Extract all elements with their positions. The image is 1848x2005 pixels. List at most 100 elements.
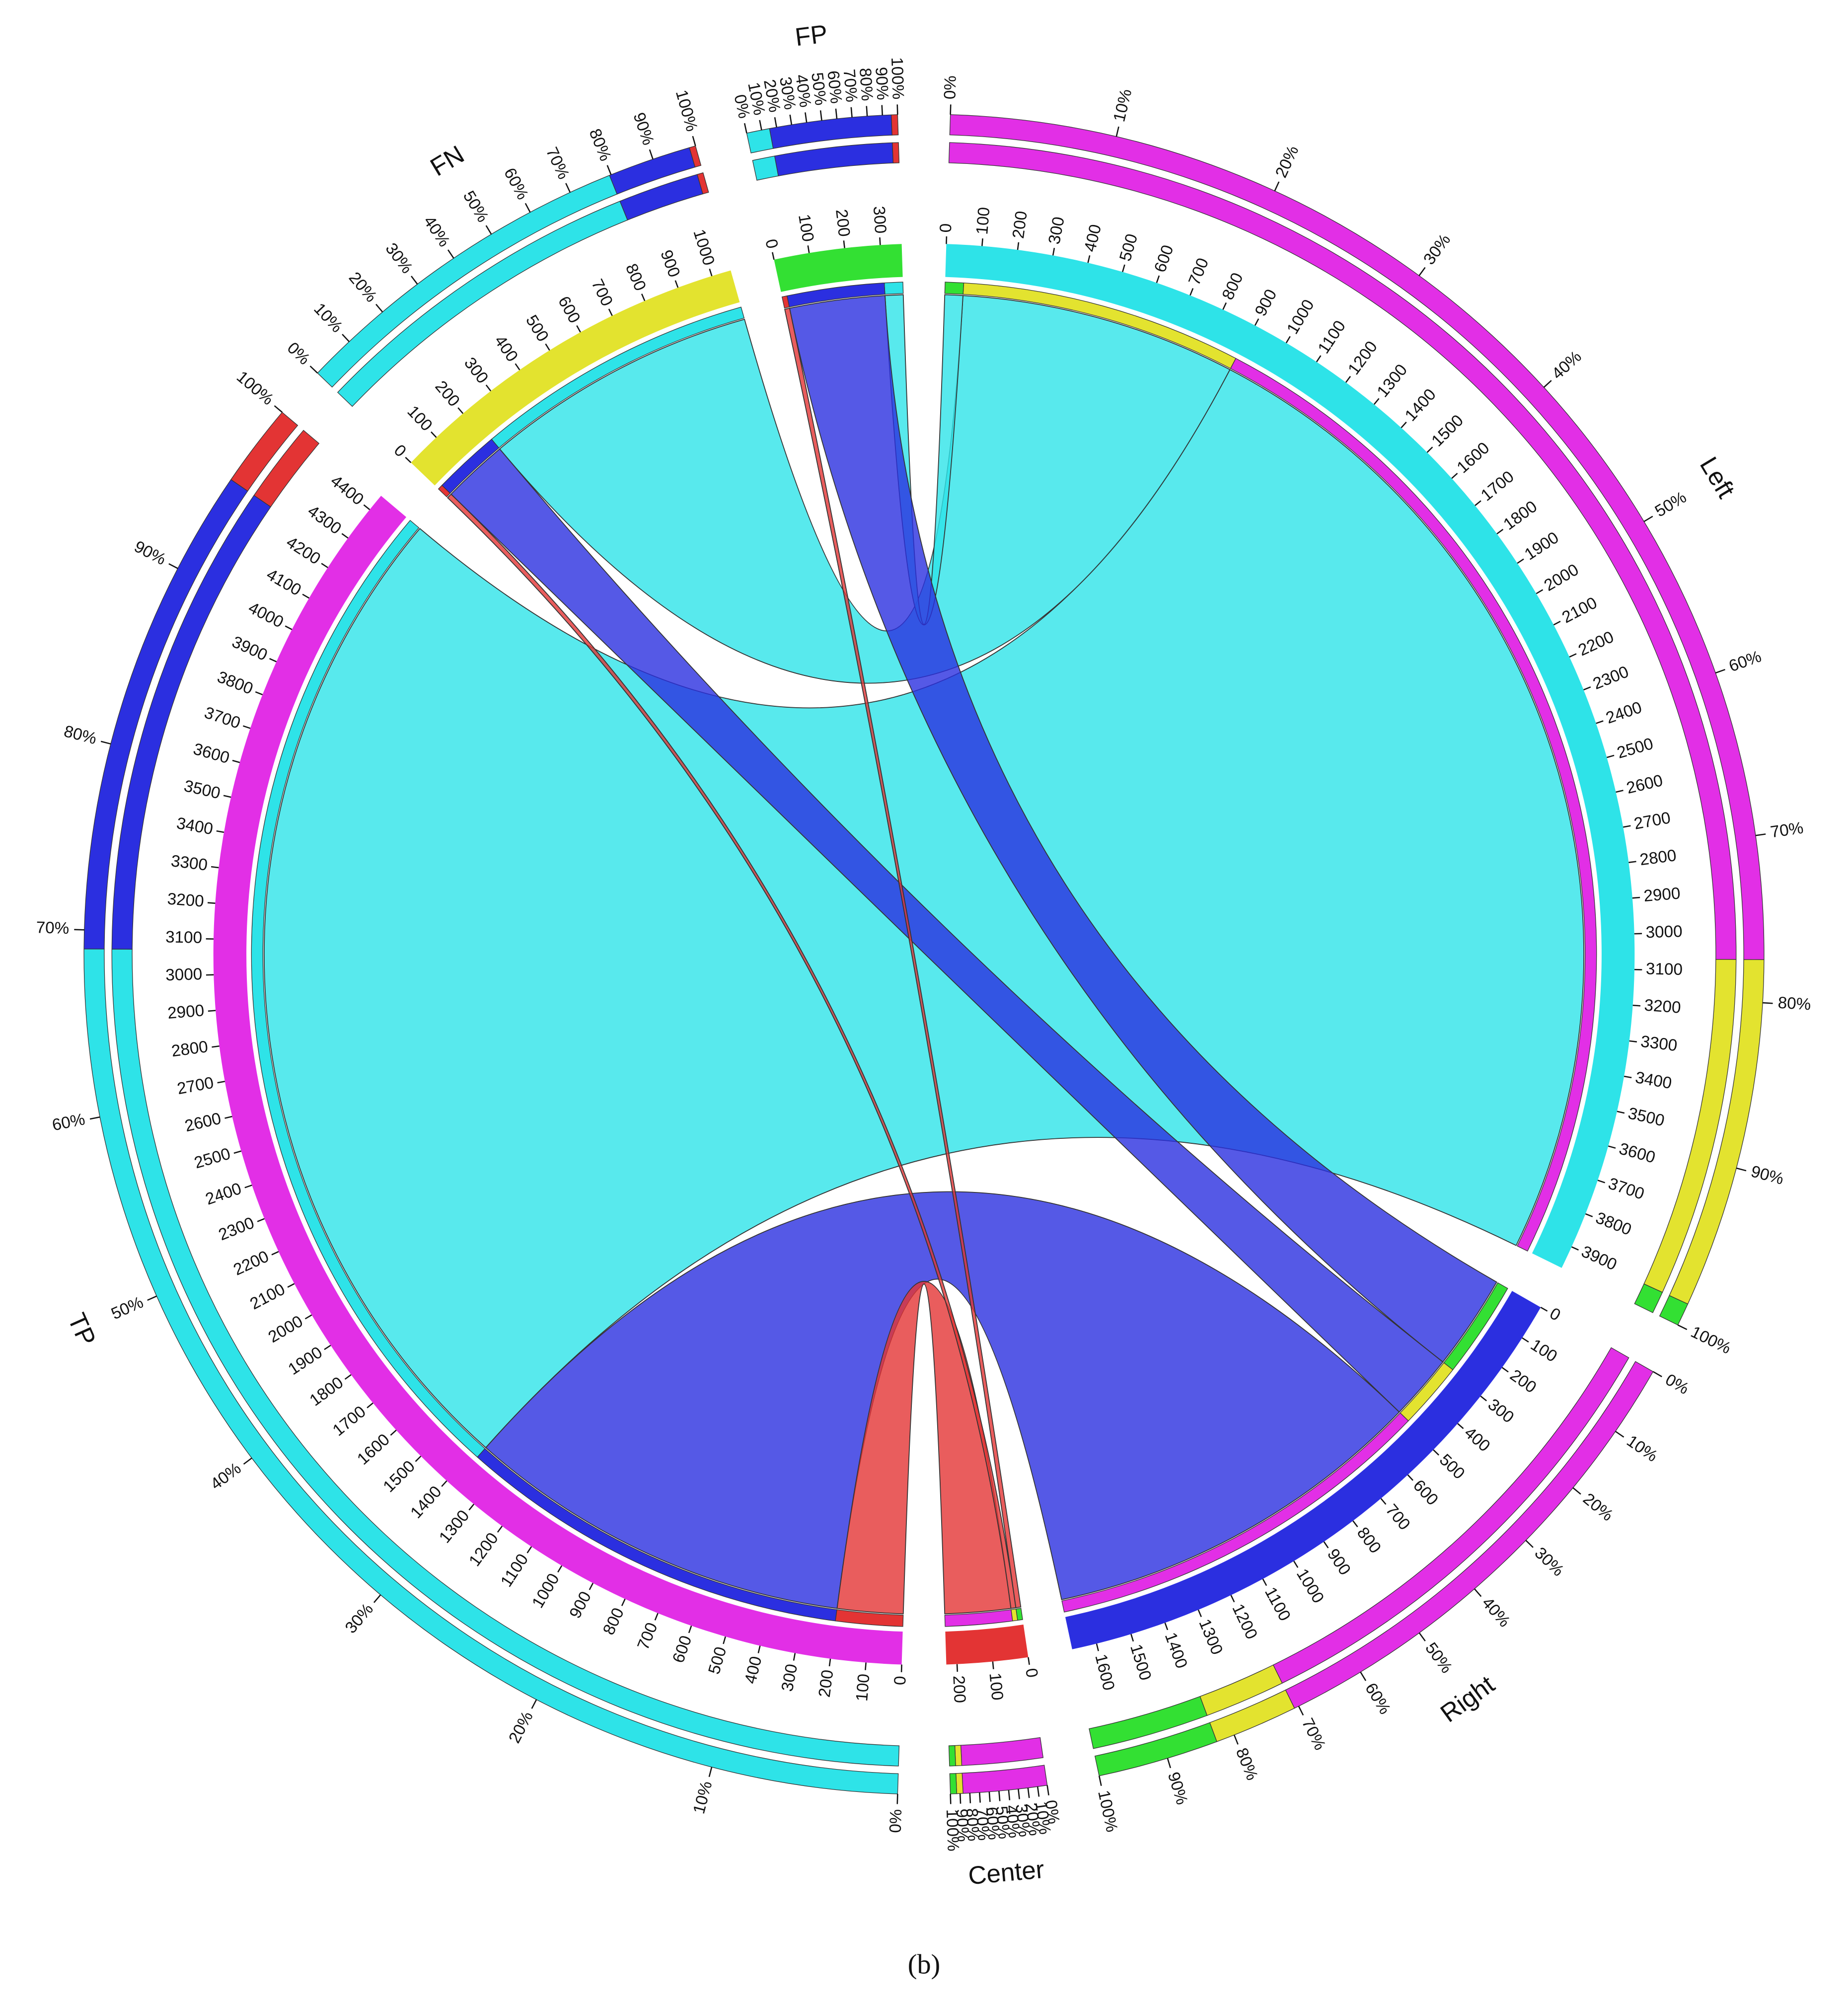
tick-label: 100 — [985, 1672, 1006, 1701]
tick-label: 600 — [1151, 243, 1177, 275]
tick-label: 3900 — [229, 633, 270, 665]
percent-tick-mark — [1233, 1734, 1239, 1745]
percent-tick-mark — [1360, 1671, 1367, 1681]
tick-mark — [1571, 1246, 1579, 1251]
tick-label: 4200 — [283, 533, 324, 568]
percent-tick-mark — [649, 149, 654, 159]
tick-label: 1700 — [1478, 467, 1518, 505]
percent-tick-label: 100% — [943, 1809, 962, 1852]
tick-mark — [1624, 1075, 1632, 1078]
tick-label: 3600 — [1617, 1139, 1657, 1167]
tick-mark — [232, 759, 240, 763]
tick-mark — [557, 1565, 563, 1573]
tick-label: 800 — [599, 1605, 628, 1638]
tick-label: 1900 — [285, 1343, 326, 1379]
percent-tick-mark — [819, 110, 822, 121]
percent-tick-mark — [531, 1699, 537, 1709]
tick-label: 200 — [815, 1669, 837, 1699]
percent-tick-label: 40% — [207, 1459, 244, 1493]
tick-label: 4100 — [263, 565, 304, 599]
tick-label: 3800 — [1593, 1209, 1634, 1239]
tick-mark — [1457, 1423, 1464, 1429]
tick-mark — [1122, 264, 1125, 272]
tick-mark — [242, 725, 251, 729]
tick-label: 2300 — [216, 1214, 257, 1245]
percent-tick-label: 90% — [1749, 1162, 1786, 1188]
tick-mark — [1553, 620, 1561, 626]
tick-label: 3900 — [1579, 1243, 1620, 1274]
tick-label: 3500 — [1626, 1104, 1666, 1130]
tick-mark — [1189, 288, 1194, 296]
tick-mark — [1607, 754, 1615, 758]
percent-tick-label: 30% — [1531, 1544, 1567, 1580]
source-sub-band — [1061, 1412, 1409, 1613]
percent-tick-mark — [375, 303, 383, 313]
tick-mark — [1407, 1474, 1413, 1481]
percent-tick-mark — [447, 249, 454, 259]
percent-tick-label: 100% — [233, 368, 277, 409]
percent-tick-label: 40% — [1002, 1804, 1024, 1839]
tick-mark — [405, 456, 412, 463]
percent-tick-label: 40% — [420, 213, 453, 250]
percent-tick-label: 0% — [887, 1809, 905, 1833]
tick-mark — [224, 1115, 232, 1119]
tick-mark — [1096, 1643, 1099, 1651]
percent-tick-label: 30% — [1420, 231, 1454, 269]
percent-ring — [1094, 1722, 1217, 1777]
tick-label: 0 — [1022, 1667, 1041, 1679]
tick-label: 0 — [937, 223, 956, 233]
tick-label: 100 — [973, 207, 993, 235]
tick-label: 300 — [460, 354, 492, 387]
percent-tick-label: 50% — [992, 1805, 1013, 1840]
percent-tick-mark — [896, 104, 898, 115]
tick-mark — [1197, 1609, 1202, 1617]
tick-mark — [1583, 686, 1591, 691]
tick-mark — [344, 1374, 352, 1380]
percent-tick-mark — [89, 1116, 100, 1120]
target-sub-band — [884, 282, 904, 295]
percent-tick-mark — [274, 405, 283, 413]
percent-tick-mark — [1418, 1632, 1426, 1641]
tick-label: 1000 — [528, 1570, 563, 1611]
tick-label: 1400 — [1161, 1630, 1191, 1671]
node-label: Left — [1695, 452, 1741, 503]
tick-mark — [674, 280, 679, 288]
tick-label: 900 — [657, 248, 683, 280]
tick-mark — [1230, 1595, 1235, 1603]
tick-mark — [257, 1218, 265, 1222]
tick-label: 400 — [1461, 1423, 1493, 1455]
tick-label: 2100 — [1559, 594, 1600, 627]
tick-mark — [1433, 1449, 1439, 1456]
percent-tick-mark — [1274, 181, 1280, 191]
percent-tick-label: 0% — [284, 339, 313, 369]
percent-ring — [890, 114, 899, 136]
target-sub-band — [251, 520, 486, 1458]
source-sub-band — [1011, 1608, 1018, 1622]
tick-label: 3000 — [1645, 922, 1683, 942]
tick-label: 300 — [778, 1662, 801, 1693]
tick-label: 2000 — [1541, 561, 1582, 595]
percent-tick-mark — [309, 366, 318, 374]
percent-tick-label: 80% — [62, 722, 99, 748]
tick-mark — [1501, 1367, 1509, 1373]
percent-tick-label: 40% — [792, 74, 814, 109]
percent-tick-mark — [1167, 1758, 1172, 1769]
percent-tick-label: 100% — [672, 88, 701, 134]
tick-mark — [757, 1645, 761, 1653]
percent-tick-label: 60% — [823, 70, 845, 104]
source-sub-band — [944, 282, 964, 295]
tick-label: 1900 — [1521, 528, 1562, 564]
tick-label: 200 — [432, 377, 463, 410]
node-band — [213, 496, 903, 1665]
tick-label: 2800 — [170, 1038, 209, 1060]
tick-label: 300 — [1045, 216, 1068, 246]
tick-label: 2200 — [1576, 628, 1617, 660]
percent-tick-mark — [1755, 833, 1766, 836]
percent-tick-label: 20% — [1579, 1489, 1617, 1525]
percent-tick-mark — [708, 1767, 713, 1778]
chord — [446, 493, 1017, 1609]
percent-tick-label: 20% — [1022, 1802, 1044, 1837]
percent-tick-label: 90% — [629, 110, 657, 148]
tick-label: 500 — [705, 1645, 730, 1677]
percent-tick-mark — [692, 136, 696, 147]
